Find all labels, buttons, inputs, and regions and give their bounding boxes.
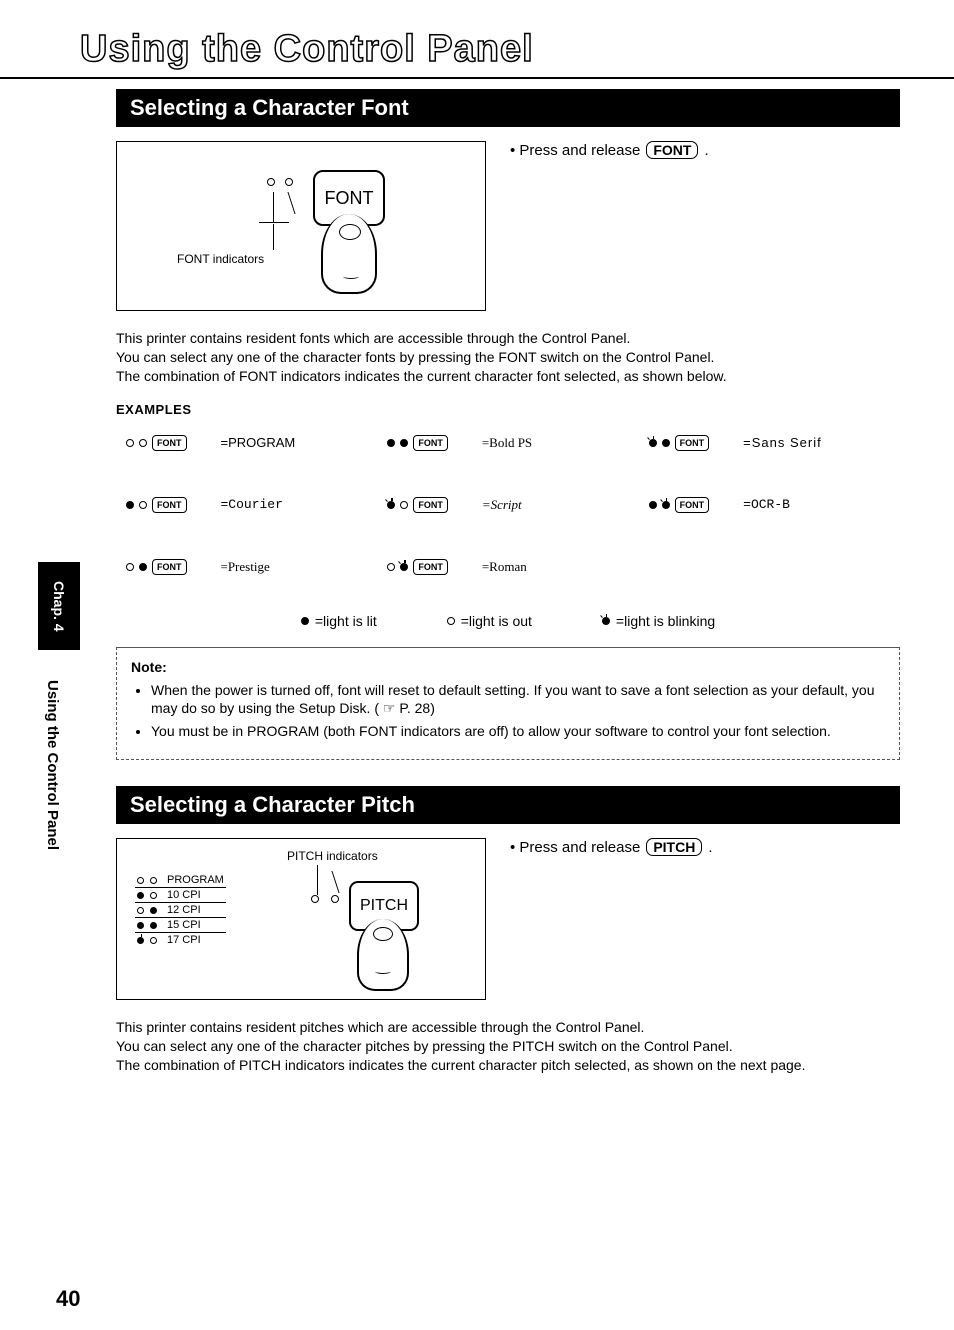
led-icon [139, 563, 147, 571]
mini-key: FONT [675, 497, 710, 513]
example-cell: FONT =PROGRAM [126, 435, 367, 451]
mini-key: FONT [413, 435, 448, 451]
led-icon [662, 439, 670, 447]
mini-key: FONT [675, 435, 710, 451]
led-icon [137, 892, 144, 899]
led-icon [267, 178, 275, 186]
indicator-label: FONT indicators [177, 252, 264, 266]
led-icon [649, 439, 657, 447]
legend-row: =light is lit =light is out =light is bl… [116, 613, 900, 629]
led-out-icon [447, 617, 455, 625]
note-item: When the power is turned off, font will … [151, 681, 885, 719]
side-tab-chapter: Chap. 4 [38, 562, 80, 650]
note-item: You must be in PROGRAM (both FONT indica… [151, 722, 885, 741]
pitch-row: PROGRAM [135, 873, 226, 888]
note-box: Note: When the power is turned off, font… [116, 647, 900, 761]
mini-key: FONT [152, 497, 187, 513]
example-label: =PROGRAM [221, 435, 296, 450]
keycap-font: FONT [646, 141, 698, 159]
led-icon [400, 501, 408, 509]
mini-key: FONT [152, 559, 187, 575]
pitch-row-label: 10 CPI [167, 889, 201, 901]
led-icon [387, 563, 395, 571]
example-cell: FONT =Bold PS [387, 435, 628, 451]
page-number: 40 [56, 1286, 80, 1312]
example-cell: FONT =Roman [387, 559, 628, 575]
led-icon [126, 501, 134, 509]
led-icon [126, 439, 134, 447]
example-label: =Prestige [221, 559, 270, 575]
pitch-row: 12 CPI [135, 903, 226, 918]
legend-blink: =light is blinking [616, 613, 715, 629]
pitch-row: 10 CPI [135, 888, 226, 903]
body-text-font: This printer contains resident fonts whi… [116, 329, 900, 386]
led-icon [150, 922, 157, 929]
led-icon [400, 563, 408, 571]
instruction-pitch: • Press and release PITCH . [510, 838, 713, 856]
keycap-pitch: PITCH [646, 838, 702, 856]
led-icon [137, 922, 144, 929]
note-header: Note: [131, 658, 885, 677]
led-icon [150, 937, 157, 944]
instruction-suffix: . [708, 839, 712, 856]
example-cell: FONT =Prestige [126, 559, 367, 575]
section-heading-pitch: Selecting a Character Pitch [116, 786, 900, 824]
example-label: =Courier [221, 497, 283, 512]
body-text-pitch: This printer contains resident pitches w… [116, 1018, 900, 1075]
example-cell: FONT =Sans Serif [649, 435, 890, 451]
led-blink-icon [602, 617, 610, 625]
led-icon [139, 439, 147, 447]
led-icon [126, 563, 134, 571]
mini-key: FONT [413, 559, 448, 575]
instruction-text: • Press and release [510, 839, 640, 856]
examples-header: EXAMPLES [116, 402, 900, 417]
led-icon [387, 439, 395, 447]
example-cell: FONT =Courier [126, 497, 367, 513]
led-icon [649, 501, 657, 509]
pitch-row-label: 15 CPI [167, 919, 201, 931]
legend-lit: =light is lit [315, 613, 377, 629]
led-icon [285, 178, 293, 186]
pitch-row-label: 17 CPI [167, 934, 201, 946]
pitch-illustration: PITCH indicators PITCH PROGRAM10 CPI12 C… [116, 838, 486, 1000]
example-label: =Roman [482, 559, 527, 575]
pitch-indicator-label: PITCH indicators [287, 849, 378, 863]
led-icon [331, 895, 339, 903]
side-tab-title: Using the Control Panel [44, 680, 61, 850]
examples-grid: FONT=PROGRAMFONT=Bold PSFONT=Sans SerifF… [116, 435, 900, 575]
pitch-row: 15 CPI [135, 918, 226, 933]
page-title: Using the Control Panel [0, 0, 954, 71]
example-label: =Sans Serif [743, 435, 822, 450]
mini-key: FONT [152, 435, 187, 451]
led-icon [139, 501, 147, 509]
section-heading-font: Selecting a Character Font [116, 89, 900, 127]
led-icon [311, 895, 319, 903]
led-icon [137, 937, 144, 944]
led-icon [387, 501, 395, 509]
instruction-suffix: . [704, 142, 708, 159]
led-icon [150, 877, 157, 884]
instruction-font: • Press and release FONT . [510, 141, 709, 159]
pitch-row-label: PROGRAM [167, 874, 224, 886]
led-icon [150, 907, 157, 914]
pitch-row-label: 12 CPI [167, 904, 201, 916]
example-label: =Script [482, 497, 522, 513]
example-cell: FONT =Script [387, 497, 628, 513]
pitch-table: PROGRAM 10 CPI 12 CPI 15 CPI 17 CPI [135, 873, 226, 947]
example-cell: FONT =OCR-B [649, 497, 890, 513]
instruction-text: • Press and release [510, 142, 640, 159]
led-icon [400, 439, 408, 447]
led-icon [150, 892, 157, 899]
led-icon [137, 907, 144, 914]
mini-key: FONT [413, 497, 448, 513]
led-icon [662, 501, 670, 509]
legend-out: =light is out [461, 613, 532, 629]
example-label: =Bold PS [482, 435, 532, 451]
led-lit-icon [301, 617, 309, 625]
led-icon [137, 877, 144, 884]
pitch-row: 17 CPI [135, 933, 226, 947]
font-illustration: FONT FONT indicators [116, 141, 486, 311]
example-label: =OCR-B [743, 497, 790, 512]
